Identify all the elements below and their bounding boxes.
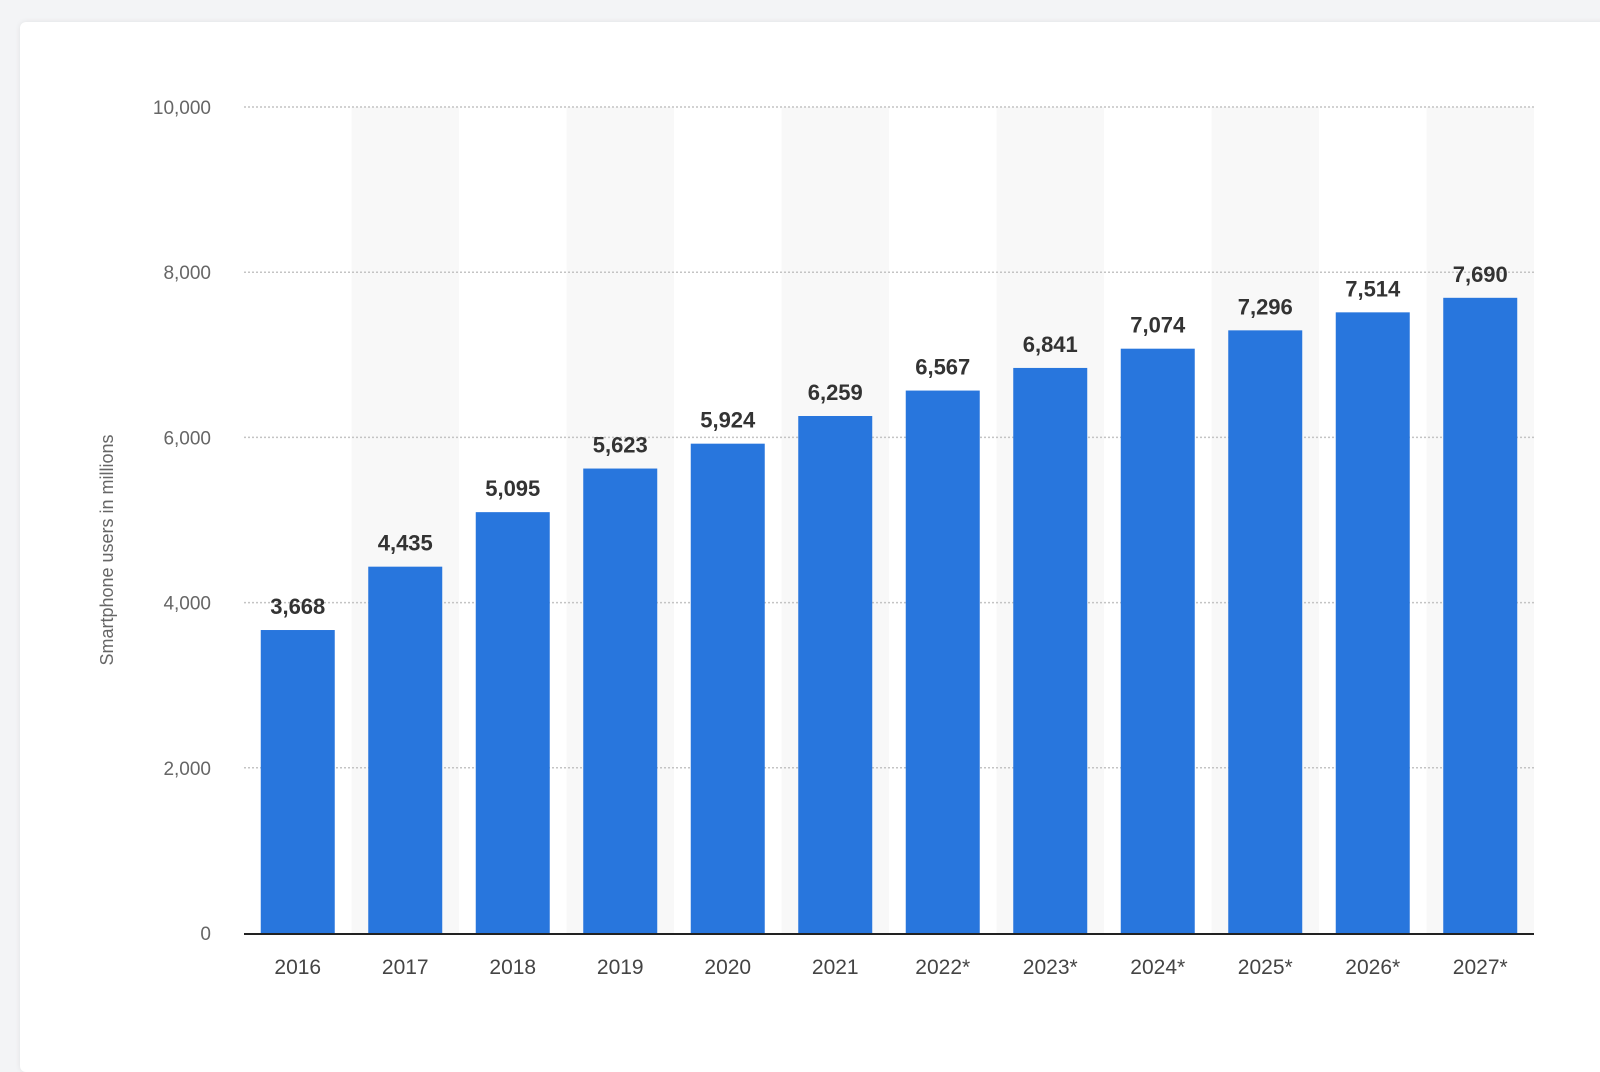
bar-chart: 0 2,000 4,000 6,000 8,000 10,000 3,668 4,435 5,… bbox=[97, 98, 1534, 979]
y-tick-label: 8,000 bbox=[163, 263, 211, 284]
bar[interactable] bbox=[583, 468, 658, 933]
value-label: 4,435 bbox=[378, 531, 433, 556]
bar[interactable] bbox=[1228, 330, 1303, 933]
x-tick-label: 2027* bbox=[1453, 956, 1508, 979]
bar[interactable] bbox=[260, 630, 335, 933]
x-tick-label: 2024* bbox=[1130, 956, 1185, 979]
bar[interactable] bbox=[905, 390, 980, 933]
bars bbox=[260, 297, 1518, 933]
value-label: 7,514 bbox=[1345, 276, 1401, 301]
y-tick-label: 6,000 bbox=[163, 428, 211, 449]
bar[interactable] bbox=[1443, 297, 1518, 933]
x-tick-label: 2025* bbox=[1238, 956, 1293, 979]
x-tick-label: 2022* bbox=[915, 956, 970, 979]
value-label: 3,668 bbox=[270, 594, 325, 619]
y-tick-label: 10,000 bbox=[153, 98, 211, 119]
bar[interactable] bbox=[368, 566, 443, 933]
y-axis-ticks: 0 2,000 4,000 6,000 8,000 10,000 bbox=[153, 98, 211, 945]
x-tick-label: 2020 bbox=[704, 956, 751, 979]
value-label: 5,924 bbox=[700, 408, 756, 433]
value-label: 5,095 bbox=[485, 476, 540, 501]
bar[interactable] bbox=[1120, 348, 1195, 933]
bar[interactable] bbox=[798, 416, 873, 933]
x-tick-label: 2016 bbox=[274, 956, 321, 979]
value-labels: 3,668 4,435 5,095 5,623 5,924 6,259 6,567 6,841… bbox=[270, 262, 1508, 619]
x-tick-label: 2021 bbox=[812, 956, 859, 979]
x-tick-label: 2019 bbox=[597, 956, 644, 979]
value-label: 7,074 bbox=[1130, 313, 1186, 338]
x-tick-label: 2018 bbox=[489, 956, 536, 979]
y-axis-title: Smartphone users in millions bbox=[97, 434, 117, 665]
value-label: 7,690 bbox=[1453, 262, 1508, 287]
bar[interactable] bbox=[475, 512, 550, 933]
value-label: 6,259 bbox=[808, 380, 863, 405]
value-label: 6,567 bbox=[915, 355, 970, 380]
y-tick-label: 2,000 bbox=[163, 759, 211, 780]
value-label: 5,623 bbox=[593, 433, 648, 458]
x-tick-label: 2017 bbox=[382, 956, 429, 979]
value-label: 7,296 bbox=[1238, 294, 1293, 319]
y-tick-label: 4,000 bbox=[163, 594, 211, 615]
x-axis-ticks: 2016 2017 2018 2019 2020 2021 2022* 2023* 2024* 2… bbox=[274, 956, 1507, 979]
gridlines bbox=[244, 106, 1534, 769]
bar[interactable] bbox=[1013, 367, 1088, 933]
x-tick-label: 2023* bbox=[1023, 956, 1078, 979]
y-tick-label: 0 bbox=[200, 924, 211, 945]
bar[interactable] bbox=[1335, 312, 1410, 933]
bar[interactable] bbox=[690, 443, 765, 933]
x-tick-label: 2026* bbox=[1345, 956, 1400, 979]
value-label: 6,841 bbox=[1023, 332, 1078, 357]
